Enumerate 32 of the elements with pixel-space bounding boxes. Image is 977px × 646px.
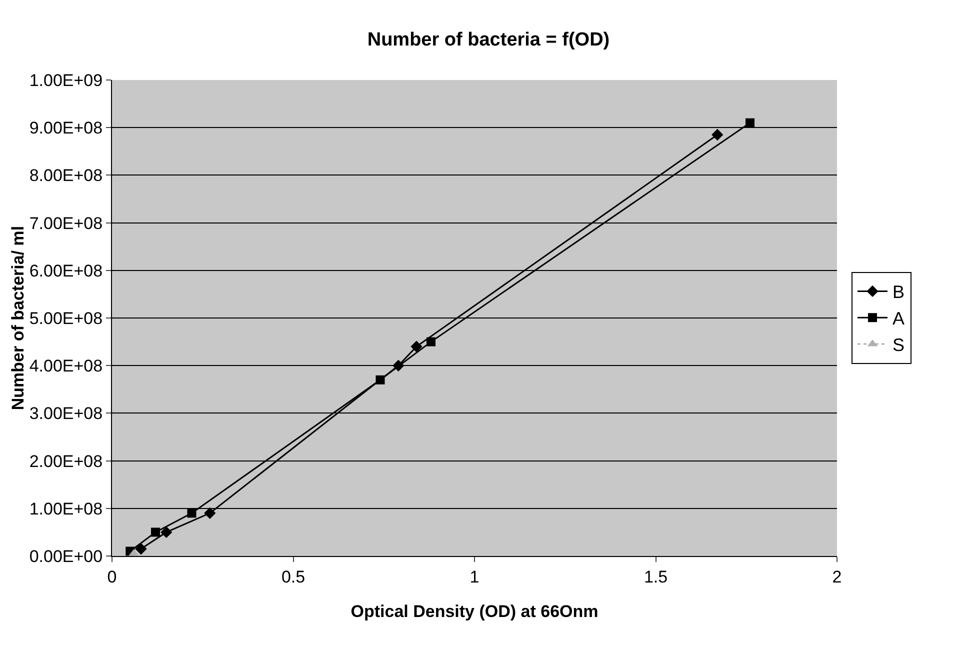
x-tick-label: 1 bbox=[470, 567, 480, 586]
y-axis-title: Number of bacteria/ ml bbox=[8, 226, 28, 410]
point bbox=[135, 543, 147, 555]
x-axis-title: Optical Density (OD) at 66Onm bbox=[350, 602, 598, 621]
y-tick-label: 7.00E+08 bbox=[29, 214, 103, 233]
y-tick-label: 1.00E+08 bbox=[29, 499, 103, 518]
x-tick-label: 0.5 bbox=[281, 567, 306, 586]
y-tick-label: 0.00E+00 bbox=[29, 546, 103, 566]
x-tick-label: 2 bbox=[832, 567, 842, 586]
y-tick-label: 6.00E+08 bbox=[29, 261, 103, 280]
point bbox=[426, 337, 436, 346]
x-tick-label: 0 bbox=[107, 567, 117, 586]
y-tick-label: 1.00E+09 bbox=[29, 70, 103, 90]
legend-label: A bbox=[892, 308, 905, 329]
y-tick-label: 9.00E+08 bbox=[29, 118, 103, 138]
point bbox=[746, 118, 754, 128]
point bbox=[410, 340, 422, 352]
legend-label: B bbox=[892, 282, 905, 302]
point bbox=[151, 528, 160, 537]
point bbox=[187, 508, 196, 518]
point bbox=[204, 507, 216, 520]
point bbox=[712, 128, 724, 141]
point bbox=[160, 526, 172, 538]
y-tick-label: 5.00E+08 bbox=[29, 308, 103, 328]
point bbox=[376, 375, 385, 384]
y-tick-label: 3.00E+08 bbox=[29, 404, 103, 424]
x-tick-label: 1.5 bbox=[644, 567, 668, 586]
y-tick-label: 2.00E+08 bbox=[29, 452, 103, 471]
y-tick-label: 4.00E+08 bbox=[29, 356, 103, 376]
y-tick-label: 8.00E+08 bbox=[29, 166, 103, 186]
legend-label: S bbox=[892, 335, 905, 356]
chart-title: Number of bacteria = f(OD) bbox=[367, 30, 610, 51]
